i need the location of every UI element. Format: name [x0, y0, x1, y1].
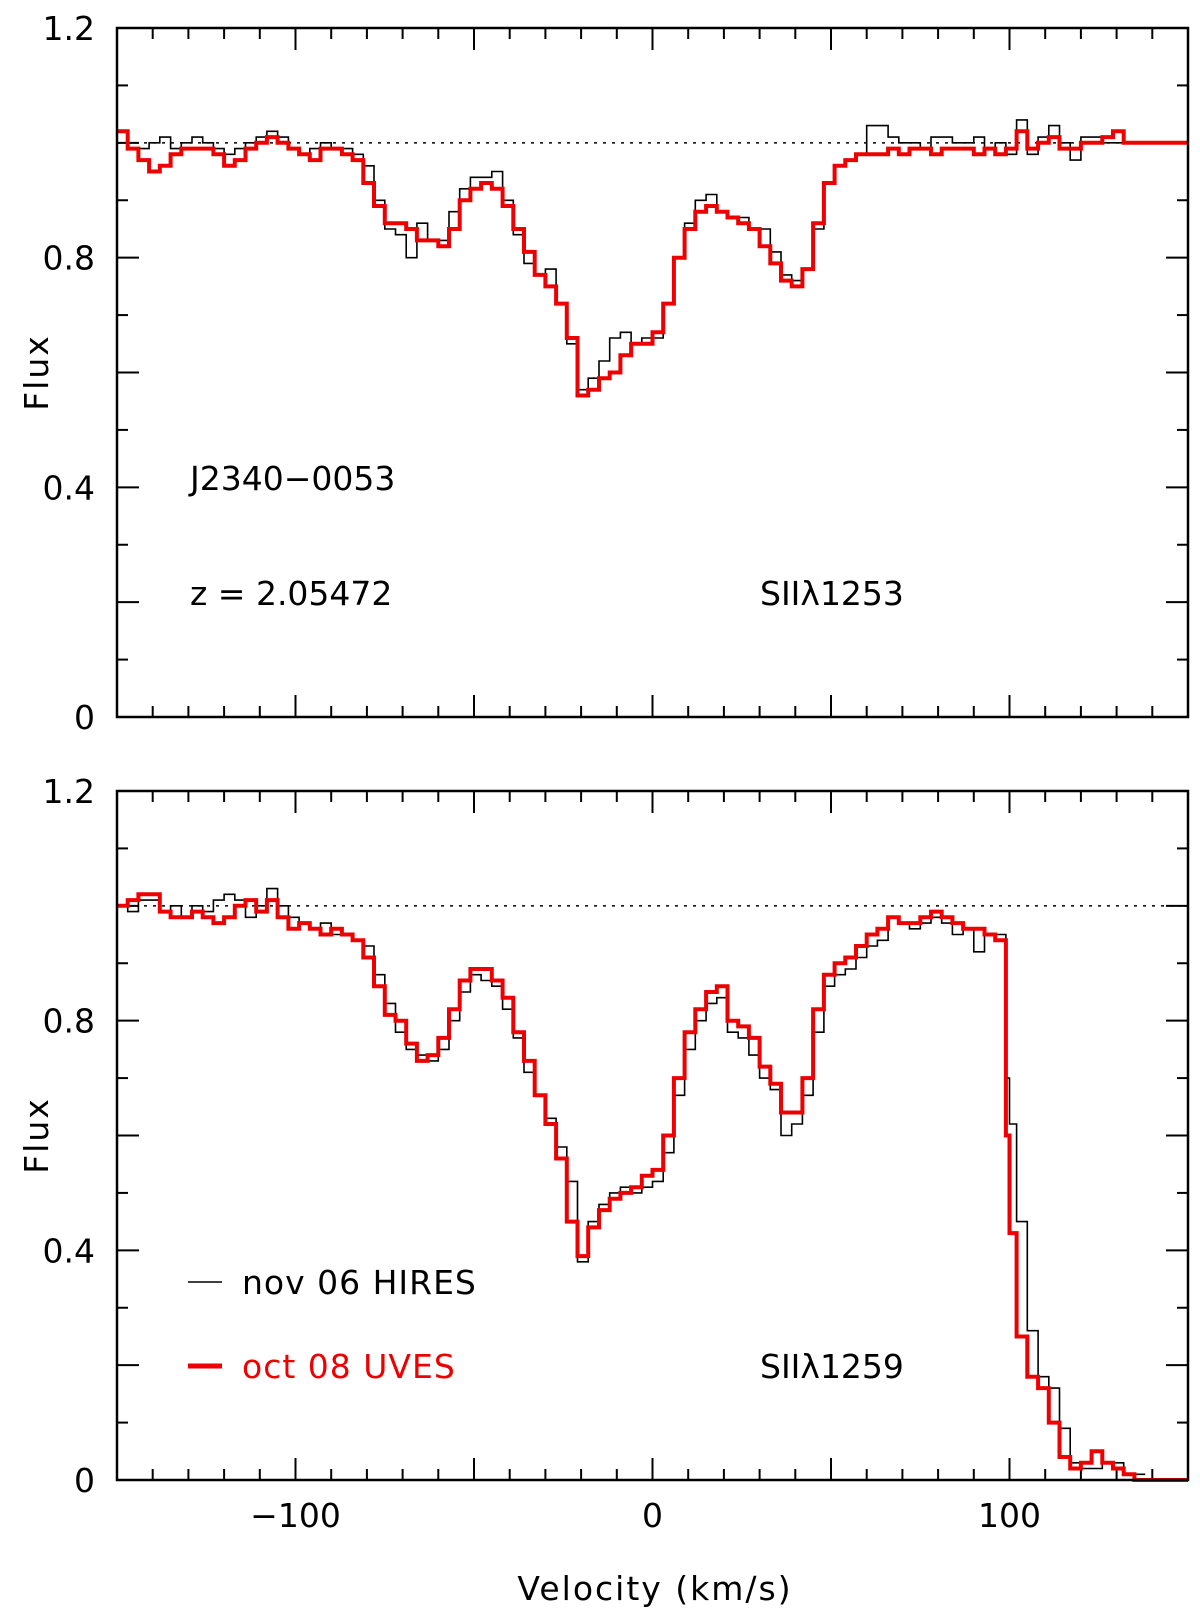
y-tick-label: 0 [74, 1461, 95, 1500]
uves-spectrum-line [117, 129, 1188, 398]
y-tick-labels: 0 0.4 0.8 1.2 [43, 772, 95, 1500]
y-tick-label: 0.4 [43, 1231, 95, 1270]
plot-frame [115, 26, 1190, 719]
x-axis-label: Velocity (km/s) [517, 1569, 792, 1608]
redshift-label: z = 2.05472 [190, 574, 392, 613]
y-tick-label: 0.8 [43, 239, 95, 278]
object-name-label: J2340−0053 [188, 459, 395, 498]
plot-frame [115, 789, 1190, 1482]
y-tick-label: 0.8 [43, 1002, 95, 1041]
x-tick-labels: −100 0 100 [250, 1496, 1041, 1535]
x-tick-label: −100 [250, 1496, 341, 1535]
y-tick-label: 1.2 [43, 772, 95, 811]
y-tick-label: 1.2 [43, 9, 95, 48]
transition-label: SIIλ1259 [760, 1347, 904, 1386]
legend-label-hires: nov 06 HIRES [242, 1263, 477, 1302]
hires-spectrum-line [117, 887, 1146, 1476]
y-axis-label: Flux [17, 334, 56, 411]
y-tick-labels: 0 0.4 0.8 1.2 [43, 9, 95, 737]
legend-label-uves: oct 08 UVES [242, 1347, 456, 1386]
x-tick-label: 0 [642, 1496, 663, 1535]
y-axis-label: Flux [17, 1097, 56, 1174]
top-panel: 0 0.4 0.8 1.2 Flux J2340−0053 z = 2.05472 S… [17, 9, 1190, 737]
y-tick-label: 0.4 [43, 468, 95, 507]
transition-label: SIIλ1253 [760, 574, 904, 613]
y-tick-label: 0 [74, 698, 95, 737]
x-tick-label: 100 [978, 1496, 1041, 1535]
bottom-panel: 0 0.4 0.8 1.2 −100 0 100 Flux Velocity (km/s)… [17, 772, 1190, 1608]
uves-spectrum-line [117, 892, 1188, 1482]
hires-spectrum-line [117, 119, 1124, 391]
